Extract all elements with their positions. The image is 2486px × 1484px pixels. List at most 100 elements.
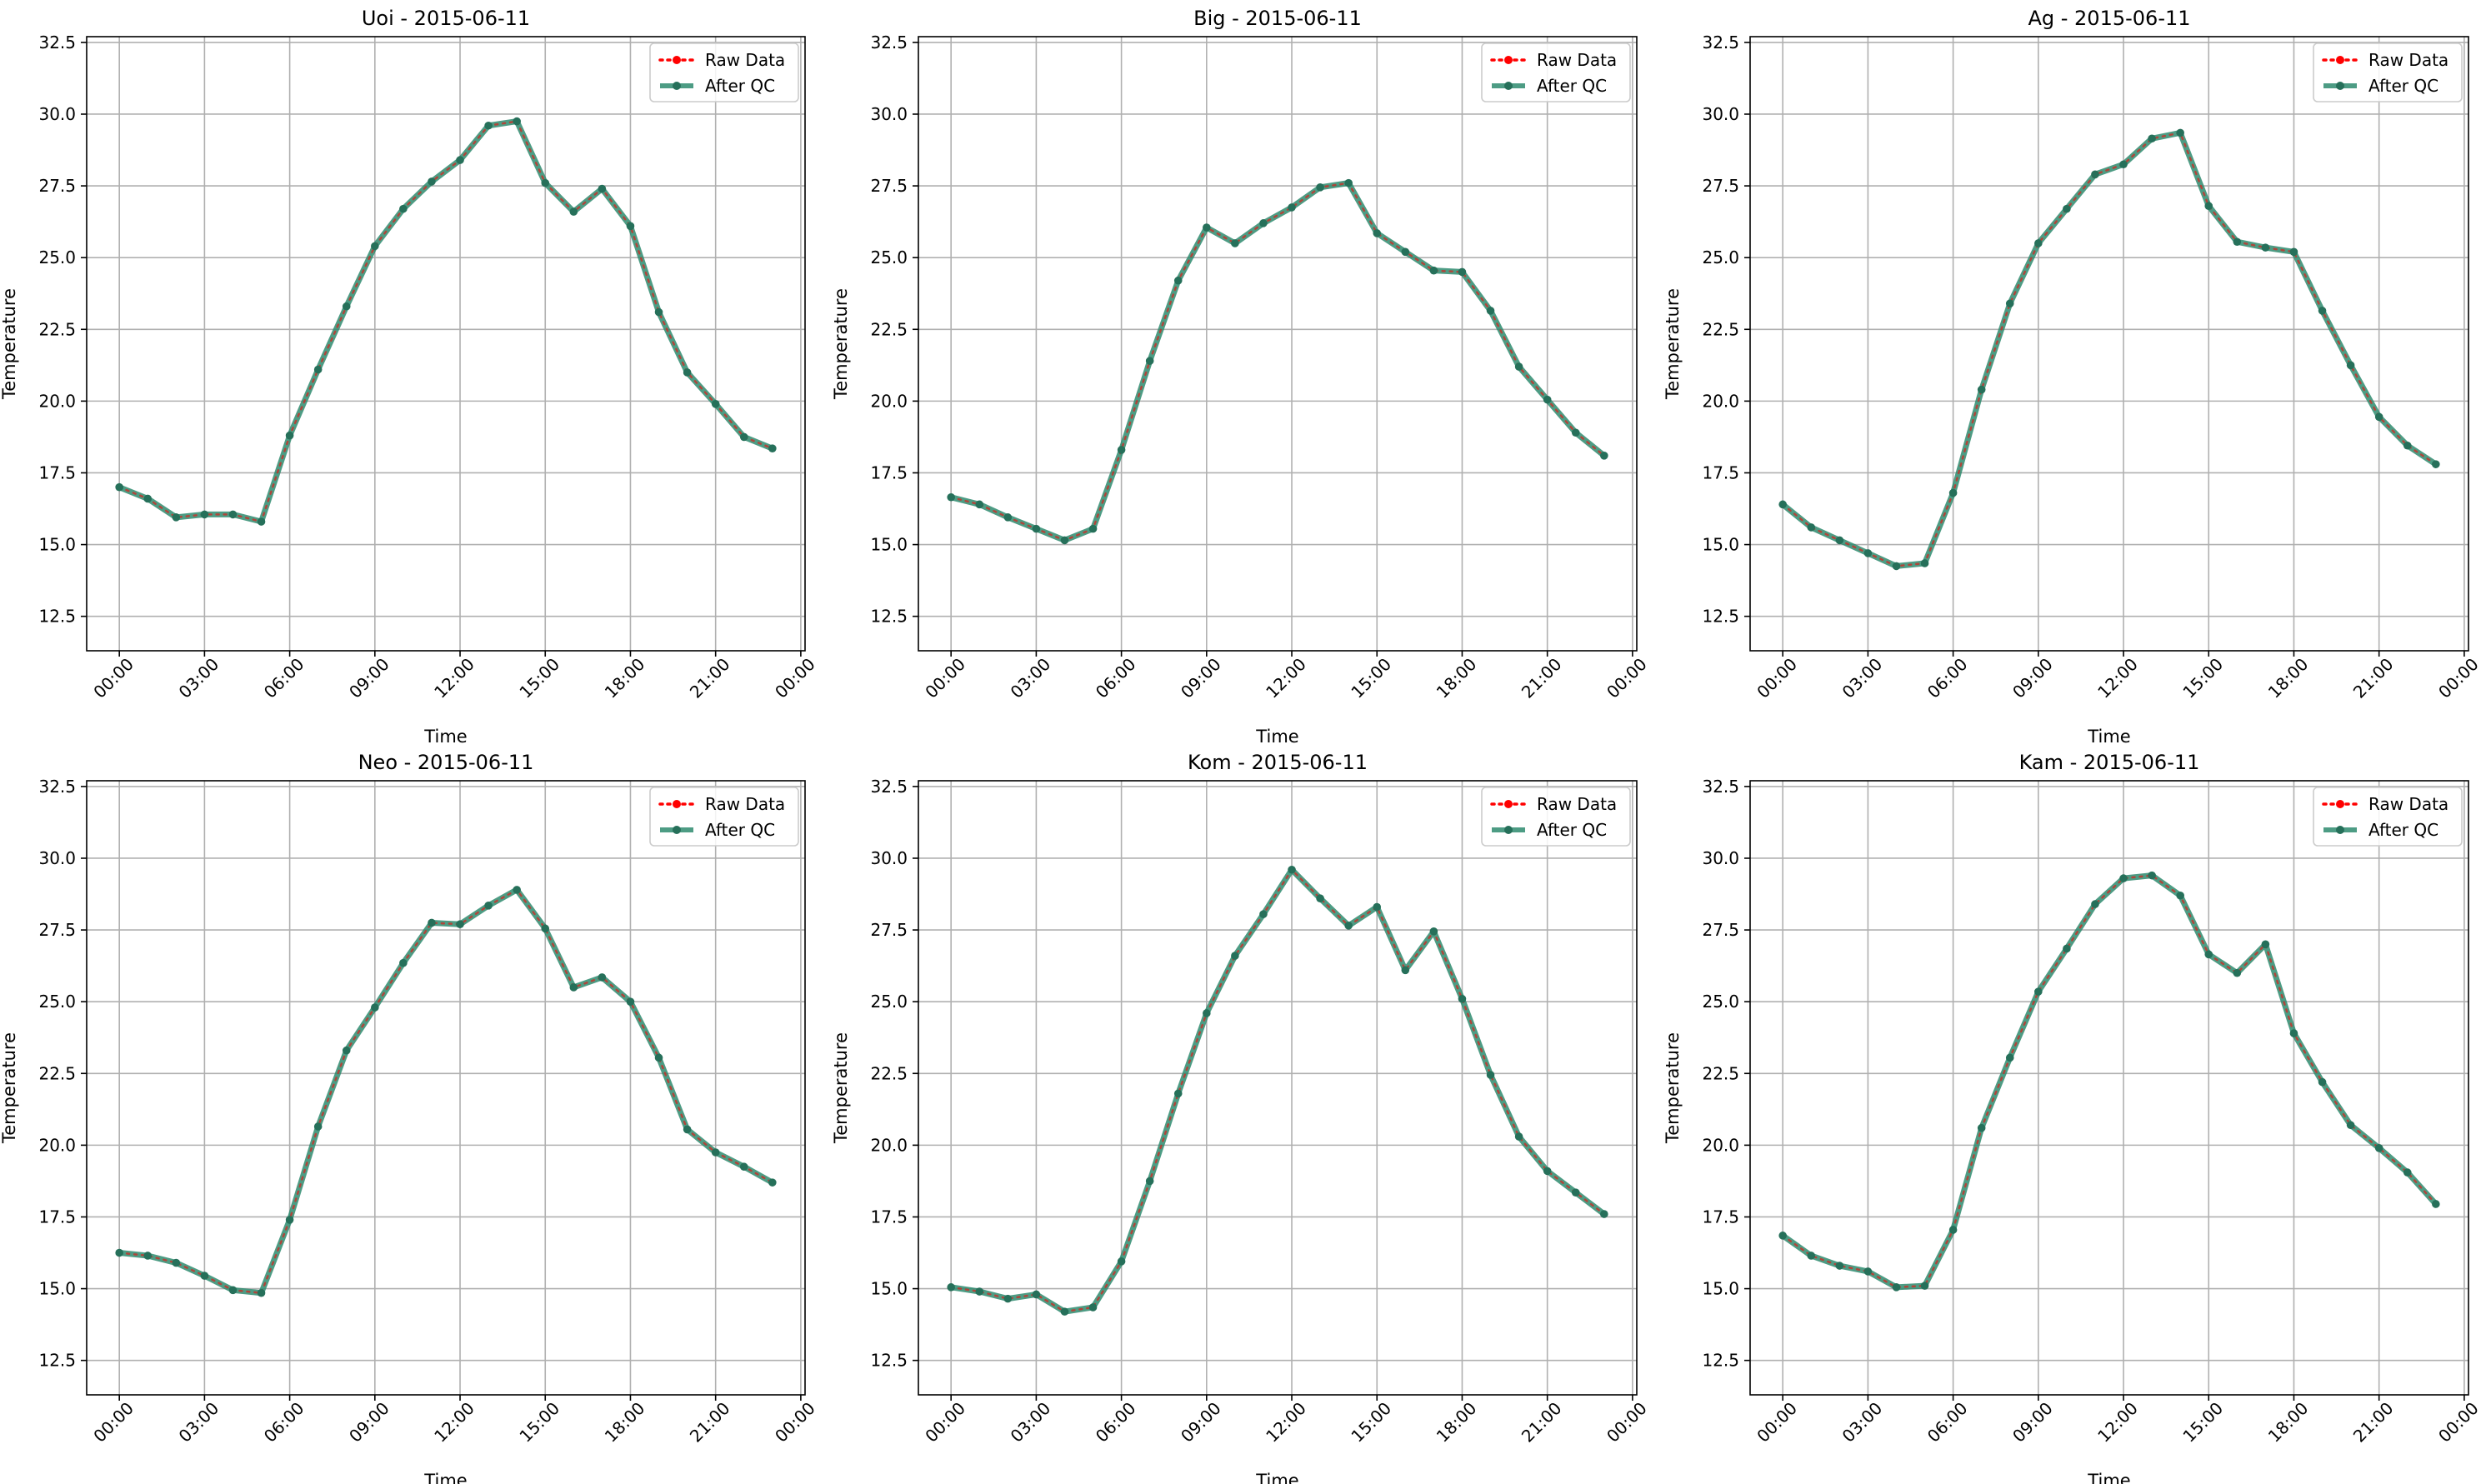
axes-frame	[86, 780, 806, 1396]
chart-title: Uoi - 2015-06-11	[362, 7, 530, 30]
y-tick-label: 17.5	[870, 462, 908, 482]
data-point	[1032, 524, 1041, 533]
y-tick-label: 15.0	[870, 535, 908, 555]
x-tick-label: 00:00	[89, 1398, 138, 1447]
data-point	[947, 492, 955, 502]
y-tick-label: 22.5	[1702, 319, 1739, 339]
data-point	[1173, 1089, 1183, 1098]
series-line-after-qc	[118, 118, 774, 525]
x-tick-label: 09:00	[345, 1398, 393, 1447]
x-tick-label: 00:00	[921, 1398, 969, 1447]
data-point	[399, 204, 408, 213]
data-point	[598, 184, 607, 193]
x-tick-label: 21:00	[686, 1398, 734, 1447]
y-tick-label: 25.0	[1702, 992, 1739, 1012]
data-point	[484, 902, 493, 910]
x-tick-label: 06:00	[260, 1398, 308, 1447]
y-tick-label: 17.5	[1702, 462, 1739, 482]
data-point	[313, 365, 323, 374]
x-tick-label: 12:00	[2093, 1398, 2142, 1447]
x-tick-label: 09:00	[2008, 1398, 2057, 1447]
y-tick-label: 22.5	[1702, 1063, 1739, 1083]
x-tick-label: 12:00	[430, 1398, 478, 1447]
y-tick-label: 27.5	[38, 176, 76, 196]
x-tick-label: 09:00	[345, 654, 393, 702]
data-point	[541, 178, 550, 187]
x-tick-label: 00:00	[771, 654, 819, 702]
x-tick-label: 03:00	[1007, 654, 1055, 702]
data-point	[1032, 1290, 1041, 1299]
data-point	[257, 517, 266, 526]
data-point	[2374, 1144, 2383, 1152]
x-axis-label: Time	[423, 1471, 467, 1484]
data-point	[1117, 1257, 1126, 1266]
data-point	[1316, 894, 1324, 903]
data-point	[654, 307, 663, 317]
data-point	[1863, 549, 1873, 557]
axes-frame	[1749, 780, 2469, 1396]
data-point	[172, 1258, 181, 1267]
data-point	[1863, 1267, 1873, 1276]
legend-marker-raw	[2336, 56, 2344, 64]
data-point	[285, 1216, 294, 1224]
y-tick-label: 12.5	[1702, 607, 1739, 627]
data-point	[1344, 178, 1353, 187]
data-point	[654, 1053, 663, 1062]
data-point	[739, 432, 748, 442]
data-point	[1977, 385, 1986, 394]
data-point	[1977, 1123, 1986, 1132]
data-point	[1571, 1188, 1580, 1197]
y-tick-label: 22.5	[870, 1063, 908, 1083]
x-tick-label: 03:00	[1007, 1398, 1055, 1447]
data-point	[2176, 128, 2184, 137]
data-point	[626, 222, 635, 231]
y-tick-label: 15.0	[1702, 1279, 1739, 1299]
series-line-raw-data	[118, 888, 774, 1295]
legend-marker-after-qc	[673, 826, 681, 834]
x-tick-label: 00:00	[89, 654, 138, 702]
series-line-after-qc	[1780, 129, 2438, 569]
data-point	[2346, 1121, 2355, 1130]
data-point	[1316, 183, 1324, 192]
data-point	[947, 1283, 955, 1292]
data-point	[1373, 229, 1382, 237]
data-point	[1288, 203, 1296, 212]
y-tick-label: 27.5	[38, 920, 76, 940]
y-tick-label: 12.5	[870, 607, 908, 627]
data-point	[1571, 428, 1580, 437]
legend-label-after-qc: After QC	[1537, 820, 1607, 840]
x-tick-label: 15:00	[1347, 654, 1395, 702]
x-tick-label: 00:00	[1753, 654, 1801, 702]
y-tick-label: 30.0	[38, 104, 76, 124]
x-tick-label: 00:00	[2434, 654, 2483, 702]
data-point	[313, 1122, 323, 1131]
data-point	[456, 920, 464, 928]
data-point	[342, 1046, 351, 1055]
data-point	[1060, 536, 1069, 545]
legend-label-raw-data: Raw Data	[705, 50, 785, 70]
data-point	[2233, 237, 2242, 247]
x-tick-label: 00:00	[921, 654, 969, 702]
data-point	[2374, 412, 2383, 422]
data-point	[513, 886, 521, 894]
y-tick-label: 20.0	[1702, 1135, 1739, 1155]
data-point	[1231, 239, 1239, 247]
data-point	[711, 400, 720, 408]
data-point	[2204, 950, 2213, 959]
x-tick-label: 21:00	[2349, 1398, 2398, 1447]
data-point	[1892, 1283, 1901, 1292]
y-tick-label: 15.0	[38, 1279, 76, 1299]
y-tick-label: 25.0	[38, 247, 76, 267]
data-point	[1288, 865, 1296, 874]
data-point	[456, 156, 464, 164]
data-point	[2318, 307, 2327, 315]
data-point	[399, 958, 408, 967]
y-tick-label: 27.5	[1702, 920, 1739, 940]
data-point	[1429, 927, 1438, 936]
legend-marker-raw	[1504, 800, 1513, 808]
data-point	[257, 1288, 266, 1297]
data-point	[1117, 446, 1126, 454]
data-point	[371, 242, 379, 251]
data-point	[711, 1148, 720, 1157]
data-point	[1600, 452, 1608, 460]
